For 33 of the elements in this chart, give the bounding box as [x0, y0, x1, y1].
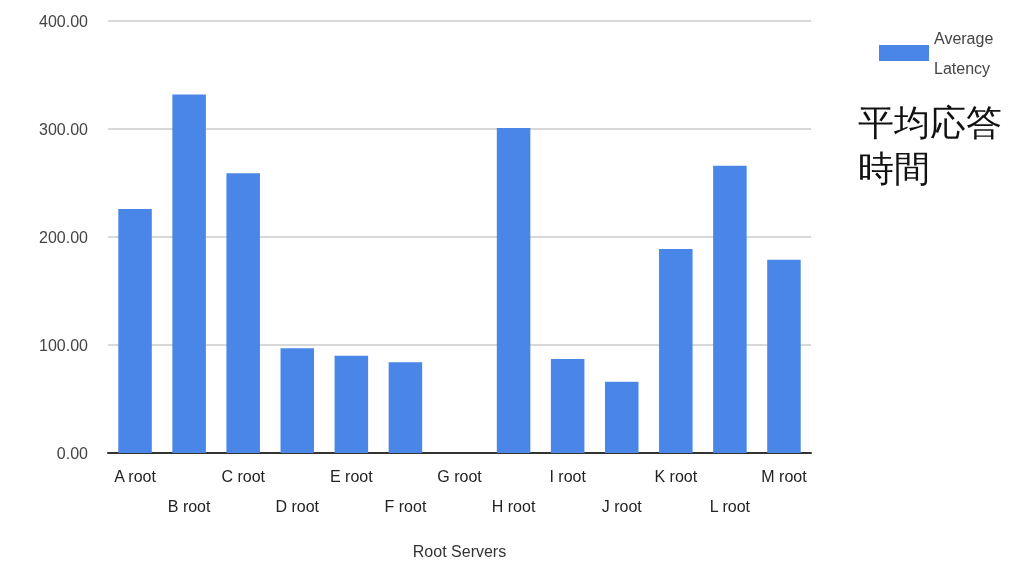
y-tick-label: 200.00 [39, 228, 89, 246]
x-axis-title: Root Servers [412, 542, 507, 560]
bar [496, 127, 531, 453]
x-tick-label: C root [221, 467, 266, 485]
x-tick-label: L root [709, 497, 751, 515]
bar [172, 94, 206, 453]
y-tick-label: 300.00 [39, 120, 89, 138]
bar [226, 173, 260, 453]
bar [604, 381, 639, 453]
x-tick-label: D root [275, 497, 320, 515]
x-tick-label: E root [330, 467, 374, 485]
y-tick-label: 100.00 [39, 336, 89, 354]
x-tick-label: J root [601, 497, 643, 515]
bar [713, 165, 747, 453]
x-tick-label: I root [549, 467, 587, 485]
y-tick-label: 400.00 [39, 12, 89, 30]
x-tick-label: K root [654, 467, 698, 485]
x-tick-label: A root [114, 467, 157, 485]
y-tick-label: 0.00 [56, 444, 89, 462]
bar [550, 359, 585, 453]
x-tick-label: F root [384, 497, 427, 515]
legend-label: Average Latency [934, 29, 998, 77]
x-tick-label: G root [437, 467, 483, 485]
bar [767, 259, 801, 453]
text: 平均応答時間 [858, 101, 1003, 191]
bar [280, 348, 315, 453]
bar [659, 248, 693, 453]
x-tick-label: B root [167, 497, 212, 515]
x-tick-label: M root [761, 467, 808, 485]
bar [388, 362, 423, 453]
bar [118, 208, 152, 453]
bar [334, 355, 369, 453]
x-tick-label: H root [491, 497, 536, 515]
